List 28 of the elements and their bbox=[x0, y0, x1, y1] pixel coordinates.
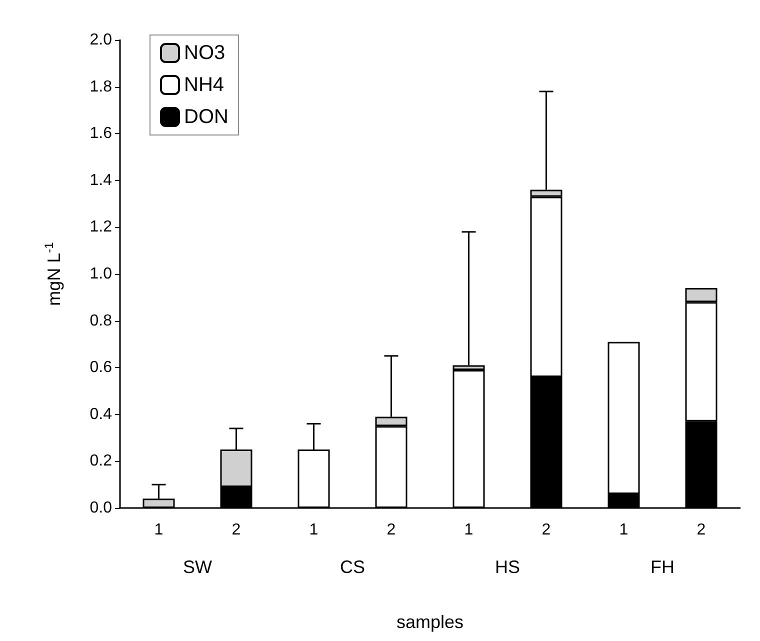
y-tick-label: 1.6 bbox=[90, 125, 112, 142]
legend-label: DON bbox=[184, 106, 228, 128]
x-tick-label: 1 bbox=[309, 522, 318, 538]
legend-label: NH4 bbox=[184, 74, 224, 96]
x-axis-title: samples bbox=[396, 612, 464, 632]
y-tick-label: 1.8 bbox=[90, 78, 112, 96]
y-tick-label: 0.4 bbox=[90, 406, 112, 423]
y-tick-label: 1.0 bbox=[90, 266, 112, 282]
y-tick-label: 1.2 bbox=[90, 218, 112, 236]
x-tick-label: 2 bbox=[696, 522, 706, 538]
y-tick-label: 0.8 bbox=[90, 312, 112, 330]
legend-label: NO3 bbox=[184, 42, 226, 64]
x-tick-label: 1 bbox=[619, 522, 628, 538]
y-tick-label: 0.6 bbox=[90, 359, 112, 376]
y-tick-label: 1.4 bbox=[90, 172, 112, 189]
text: HS bbox=[494, 557, 520, 577]
y-tick-label: 0.2 bbox=[90, 452, 112, 470]
x-tick-label: 2 bbox=[386, 522, 396, 538]
text: SW bbox=[183, 557, 212, 577]
y-axis-title: mgN L-1 bbox=[42, 242, 64, 306]
x-tick-label: 2 bbox=[542, 522, 551, 538]
y-tick-label: 2.0 bbox=[90, 32, 112, 48]
x-tick-label: 1 bbox=[464, 522, 474, 538]
text: CS bbox=[340, 557, 366, 577]
text: FH bbox=[650, 557, 674, 577]
y-tick-label: 0.0 bbox=[90, 500, 112, 516]
x-tick-label: 1 bbox=[154, 522, 164, 538]
x-tick-label: 2 bbox=[232, 522, 241, 538]
